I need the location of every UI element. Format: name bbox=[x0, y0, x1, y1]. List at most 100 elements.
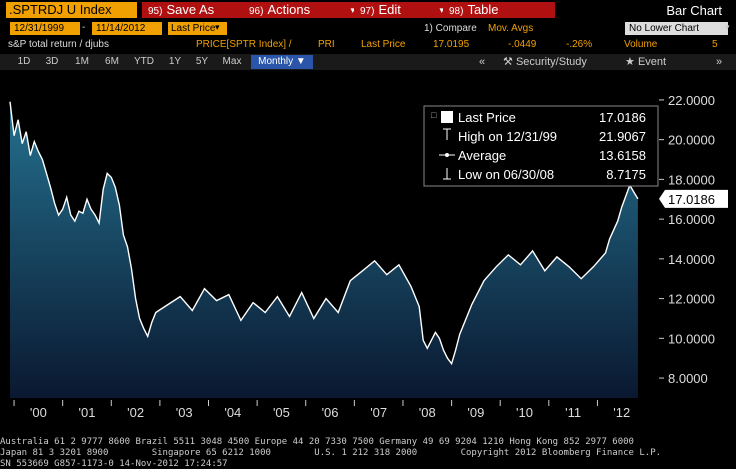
chevron-down-icon: ▾ bbox=[725, 22, 730, 32]
x-tick-label: '00 bbox=[30, 405, 47, 420]
table-shortcut: 98) bbox=[449, 6, 464, 17]
x-tick-label: '05 bbox=[273, 405, 290, 420]
forward-icon[interactable]: » bbox=[716, 56, 723, 68]
security-study-button[interactable]: ⚒ Security/Study bbox=[503, 55, 587, 69]
y-tick-label: 8.0000 bbox=[668, 371, 708, 386]
legend-high-value: 21.9067 bbox=[599, 129, 646, 144]
y-tick-label: 12.0000 bbox=[668, 292, 715, 307]
pin-icon: ★ bbox=[625, 56, 635, 68]
security-study-label: Security/Study bbox=[515, 56, 587, 68]
x-tick-label: '02 bbox=[127, 405, 144, 420]
x-tick-label: '09 bbox=[467, 405, 484, 420]
legend-box bbox=[423, 105, 659, 187]
period-ytd[interactable]: YTD bbox=[134, 56, 154, 67]
mov-avgs-button[interactable]: Mov. Avgs bbox=[488, 23, 534, 34]
legend: Last Price 17.0186 High on 12/31/99 21.9… bbox=[423, 105, 659, 187]
legend-high-label: High on 12/31/99 bbox=[458, 129, 557, 144]
start-date-field[interactable]: 12/31/1999 bbox=[10, 22, 80, 35]
change-value: -.0449 bbox=[508, 39, 537, 50]
legend-low-value: 8.7175 bbox=[606, 167, 646, 182]
period-1y[interactable]: 1Y bbox=[168, 56, 182, 67]
price-line bbox=[9, 101, 639, 366]
x-tick-label: '08 bbox=[419, 405, 436, 420]
change-percent: -.26% bbox=[566, 39, 593, 50]
actions-shortcut: 96) bbox=[249, 6, 264, 17]
x-tick-label: '07 bbox=[370, 405, 387, 420]
save-as-shortcut: 95) bbox=[148, 6, 163, 17]
x-axis: '00 '01 '02 '03 '04 '05 '06 '07 '08 '09 '10 '11 '12 bbox=[13, 400, 630, 420]
x-tick-label: '06 bbox=[322, 405, 339, 420]
legend-avg-value: 13.6158 bbox=[599, 148, 646, 163]
lower-chart-value: No Lower Chart bbox=[629, 23, 700, 34]
edit-label: Edit bbox=[378, 2, 401, 17]
compare-button[interactable]: 1) Compare bbox=[424, 23, 477, 34]
period-1d[interactable]: 1D bbox=[17, 56, 31, 67]
actions-label: Actions bbox=[267, 2, 311, 17]
last-value-tag: 17.0186 bbox=[659, 189, 728, 208]
footer-line-1: Australia 61 2 9777 8600 Brazil 5511 304… bbox=[0, 437, 634, 447]
description: s&P total return / djubs bbox=[8, 39, 109, 50]
legend-collapse-icon[interactable]: □ bbox=[431, 110, 437, 120]
date-separator: - bbox=[82, 22, 86, 33]
table-label: Table bbox=[467, 2, 499, 17]
price-area bbox=[10, 101, 638, 398]
last-price-label: Last Price bbox=[361, 39, 406, 50]
last-value-label: 17.0186 bbox=[668, 192, 715, 207]
y-tick-label: 18.0000 bbox=[668, 172, 715, 187]
event-button[interactable]: ★ Event bbox=[625, 55, 666, 69]
x-tick-label: '11 bbox=[565, 405, 581, 420]
event-label: Event bbox=[637, 56, 667, 68]
x-tick-label: '12 bbox=[613, 405, 630, 420]
period-bar: 1D 3D 1M 6M YTD 1Y 5Y Max Monthly ▼ « ⚒ … bbox=[0, 54, 736, 70]
y-tick-label: 16.0000 bbox=[668, 212, 715, 227]
formula: PRICE[SPTR Index] / bbox=[196, 39, 292, 50]
title-bar: .SPTRDJ U Index 95) Save As 96) Actions ▾ … bbox=[0, 0, 736, 20]
price-field-select[interactable]: Last Price bbox=[168, 22, 227, 35]
chevron-down-icon: ▾ bbox=[215, 22, 220, 32]
footer-line-2: Japan 81 3 3201 8900 Singapore 65 6212 1… bbox=[0, 448, 662, 458]
x-tick-label: '03 bbox=[176, 405, 193, 420]
x-tick-label: '04 bbox=[224, 405, 241, 420]
info-line: s&P total return / djubs PRICE[SPTR Inde… bbox=[0, 38, 736, 52]
legend-low-label: Low on 06/30/08 bbox=[458, 167, 554, 182]
controls-bar: 12/31/1999 - 11/14/2012 Last Price ▾ 1) … bbox=[0, 21, 736, 37]
footer-line-3: SN 553669 G857-1173-0 14-Nov-2012 17:24:… bbox=[0, 459, 228, 469]
table-button[interactable]: 98) Table bbox=[443, 2, 555, 18]
average-marker-dot bbox=[445, 153, 449, 157]
price-chart: 8.0000 10.0000 12.0000 14.0000 16.0000 18.000… bbox=[0, 70, 736, 446]
field-code: PRI bbox=[318, 39, 335, 50]
x-tick-label: '01 bbox=[78, 405, 95, 420]
save-as-button[interactable]: 95) Save As bbox=[142, 2, 248, 18]
last-price-value: 17.0195 bbox=[433, 39, 470, 50]
save-as-label: Save As bbox=[166, 2, 215, 17]
period-1m[interactable]: 1M bbox=[75, 56, 89, 67]
last-price-swatch bbox=[441, 111, 453, 123]
period-5y[interactable]: 5Y bbox=[195, 56, 209, 67]
volume-label: Volume bbox=[624, 39, 658, 50]
lower-chart-select[interactable]: No Lower Chart bbox=[625, 22, 728, 35]
x-tick-label: '10 bbox=[516, 405, 533, 420]
legend-avg-label: Average bbox=[458, 148, 506, 163]
back-icon[interactable]: « bbox=[479, 56, 486, 68]
wrench-icon: ⚒ bbox=[503, 56, 513, 68]
period-6m[interactable]: 6M bbox=[105, 56, 119, 67]
legend-last-label: Last Price bbox=[458, 110, 516, 125]
y-tick-label: 20.0000 bbox=[668, 133, 715, 148]
legend-last-value: 17.0186 bbox=[599, 110, 646, 125]
price-field-value: Last Price bbox=[171, 23, 216, 34]
y-tick-label: 22.0000 bbox=[668, 93, 715, 108]
y-tick-label: 14.0000 bbox=[668, 252, 715, 267]
chevron-down-icon: ▾ bbox=[439, 5, 444, 15]
ticker-field[interactable]: .SPTRDJ U Index bbox=[6, 2, 137, 18]
period-3d[interactable]: 3D bbox=[45, 56, 59, 67]
period-max[interactable]: Max bbox=[222, 56, 242, 67]
chevron-down-icon: ▾ bbox=[350, 5, 355, 15]
edit-shortcut: 97) bbox=[360, 6, 375, 17]
y-tick-label: 10.0000 bbox=[668, 331, 715, 346]
end-date-field[interactable]: 11/14/2012 bbox=[92, 22, 162, 35]
view-title: Bar Chart bbox=[666, 3, 722, 18]
frequency-select[interactable]: Monthly ▼ bbox=[251, 55, 313, 69]
edit-menu[interactable]: 97) Edit ▾ bbox=[354, 2, 448, 18]
y-axis: 8.0000 10.0000 12.0000 14.0000 16.0000 18.000… bbox=[659, 93, 715, 386]
actions-menu[interactable]: 96) Actions ▾ bbox=[243, 2, 359, 18]
